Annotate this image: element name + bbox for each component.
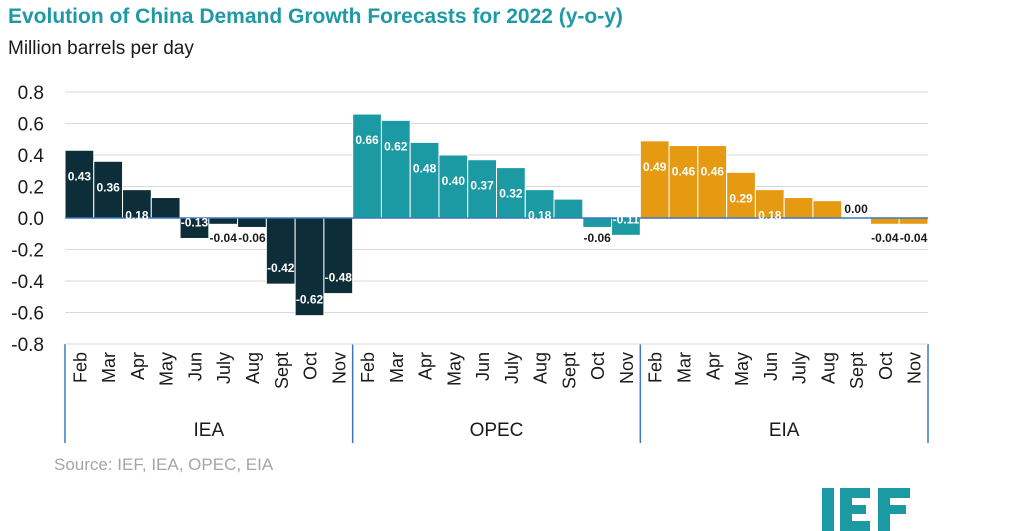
bar [237, 217, 267, 228]
y-tick-label: 0.4 [18, 146, 45, 167]
x-tick-label: Nov [905, 352, 925, 384]
data-label: -0.06 [584, 231, 612, 245]
data-label: 0.18 [125, 209, 149, 223]
bar [754, 189, 785, 219]
y-tick-label: -0.2 [11, 241, 44, 262]
bar [294, 217, 325, 317]
x-tick-label: July [214, 352, 234, 384]
bar [869, 217, 900, 225]
bar [438, 154, 469, 219]
group-label: OPEC [470, 420, 524, 441]
bar [697, 145, 728, 219]
data-label: 0.12 [557, 218, 581, 232]
bar [380, 119, 411, 219]
x-tick-label: Mar [674, 352, 694, 383]
group-label: IEA [194, 420, 225, 441]
data-label: 0.18 [528, 209, 552, 223]
data-label: -0.06 [238, 231, 266, 245]
chart-subtitle: Million barrels per day [8, 38, 194, 59]
bar [783, 197, 814, 219]
data-label: 0.43 [68, 169, 92, 183]
x-tick-label: Aug [531, 352, 551, 384]
data-label: 0.11 [816, 220, 839, 234]
ief-logo [822, 488, 910, 531]
source-note: Source: IEF, IEA, OPEC, EIA [54, 455, 274, 474]
bar [150, 197, 181, 219]
data-label: 0.37 [470, 179, 494, 193]
y-tick-label: -0.6 [11, 304, 44, 325]
x-tick-label: Apr [416, 352, 436, 380]
chart-title: Evolution of China Demand Growth Forecas… [8, 5, 623, 28]
y-tick-label: 0.6 [18, 115, 44, 136]
bar [208, 217, 239, 225]
bar [553, 198, 584, 219]
data-label: -0.04 [871, 231, 899, 245]
x-tick-label: Apr [703, 352, 723, 380]
data-label: 0.32 [499, 187, 523, 201]
bar [582, 217, 613, 228]
y-tick-label: -0.4 [11, 272, 44, 293]
bar [265, 217, 296, 285]
data-label: 0.66 [355, 133, 379, 147]
y-tick-label: 0.0 [18, 209, 44, 230]
data-label: -0.11 [613, 212, 640, 226]
bar [668, 145, 699, 219]
x-tick-label: Sept [847, 352, 867, 389]
x-tick-label: Oct [876, 352, 896, 380]
x-tick-label: Nov [329, 352, 349, 384]
data-label: 0.40 [442, 174, 466, 188]
data-label: 0.29 [729, 191, 753, 205]
x-tick-label: Nov [617, 352, 637, 384]
x-tick-label: Sept [272, 352, 292, 389]
data-label: 0.46 [701, 165, 725, 179]
data-label: 0.46 [672, 165, 696, 179]
data-label: -0.62 [296, 293, 324, 307]
data-label: -0.04 [900, 231, 928, 245]
x-tick-label: Aug [243, 352, 263, 384]
data-label: -0.42 [267, 261, 295, 275]
bar [352, 113, 382, 219]
y-tick-label: 0.8 [18, 83, 44, 104]
y-tick-label: 0.2 [18, 178, 44, 199]
x-tick-label: July [790, 352, 810, 384]
x-tick-label: Feb [646, 352, 666, 383]
x-tick-label: Apr [128, 352, 148, 380]
x-tick-label: Aug [818, 352, 838, 384]
data-label: -0.48 [325, 271, 353, 285]
bar [726, 171, 756, 219]
data-label: -0.13 [181, 215, 209, 229]
data-label: 0.18 [758, 209, 782, 223]
x-tick-label: Sept [559, 352, 579, 389]
bar [639, 140, 670, 219]
x-tick-label: Feb [358, 352, 378, 383]
bar [64, 149, 95, 219]
bar [812, 200, 843, 219]
x-tick-label: Feb [70, 352, 90, 383]
bar [496, 167, 526, 219]
data-label: 0.62 [384, 139, 408, 153]
y-tick-label: -0.8 [11, 335, 44, 356]
data-label: 0.13 [154, 217, 178, 231]
x-tick-label: Jun [473, 352, 493, 381]
data-label: 0.00 [844, 202, 868, 216]
data-label: 0.13 [787, 217, 811, 231]
group-label: EIA [769, 420, 800, 441]
data-label: 0.36 [96, 180, 120, 194]
x-tick-label: Mar [387, 352, 407, 383]
x-tick-label: July [502, 352, 522, 384]
x-tick-label: May [444, 352, 464, 386]
x-tick-label: Jun [761, 352, 781, 381]
x-tick-label: Mar [99, 352, 119, 383]
bar [898, 217, 929, 225]
x-tick-label: May [157, 352, 177, 386]
x-tick-label: Jun [185, 352, 205, 381]
data-label: 0.48 [413, 161, 437, 175]
x-tick-label: Oct [588, 352, 608, 380]
bar [409, 141, 440, 219]
data-label: -0.04 [210, 231, 238, 245]
x-tick-label: May [732, 352, 752, 386]
data-label: 0.49 [643, 160, 667, 174]
x-tick-label: Oct [301, 352, 321, 380]
